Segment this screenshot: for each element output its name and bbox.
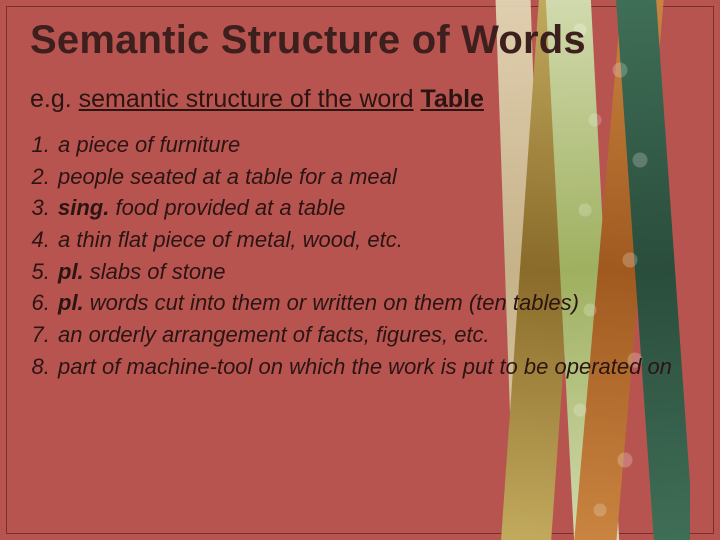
definition-text: a thin flat piece of metal, wood, etc.	[58, 227, 403, 252]
definition-text: words cut into them or written on them (…	[90, 290, 579, 315]
definition-text: food provided at a table	[115, 195, 345, 220]
definition-text: a piece of furniture	[58, 132, 240, 157]
example-phrase: semantic structure of the word	[79, 85, 414, 113]
example-line: e.g. semantic structure of the word Tabl…	[30, 85, 690, 114]
definition-item: people seated at a table for a meal	[56, 162, 690, 192]
slide-title: Semantic Structure of Words	[30, 18, 690, 63]
definitions-list: a piece of furniture people seated at a …	[30, 130, 690, 382]
definition-item: a piece of furniture	[56, 130, 690, 160]
definition-item: pl. slabs of stone	[56, 257, 690, 287]
definition-text: slabs of stone	[90, 259, 226, 284]
definition-text: part of machine-tool on which the work i…	[58, 354, 672, 379]
eg-abbr: e.g.	[30, 85, 72, 113]
definition-text: people seated at a table for a meal	[58, 164, 397, 189]
content-area: Semantic Structure of Words e.g. semanti…	[30, 18, 690, 384]
definition-abbr: pl.	[58, 259, 84, 284]
definition-item: sing. food provided at a table	[56, 193, 690, 223]
slide: Semantic Structure of Words e.g. semanti…	[0, 0, 720, 540]
definition-item: part of machine-tool on which the work i…	[56, 352, 690, 382]
definition-text: an orderly arrangement of facts, figures…	[58, 322, 490, 347]
example-word: Table	[420, 85, 483, 113]
definition-abbr: sing.	[58, 195, 109, 220]
definition-item: a thin flat piece of metal, wood, etc.	[56, 225, 690, 255]
definition-item: an orderly arrangement of facts, figures…	[56, 320, 690, 350]
definition-item: pl. words cut into them or written on th…	[56, 288, 690, 318]
definition-abbr: pl.	[58, 290, 84, 315]
